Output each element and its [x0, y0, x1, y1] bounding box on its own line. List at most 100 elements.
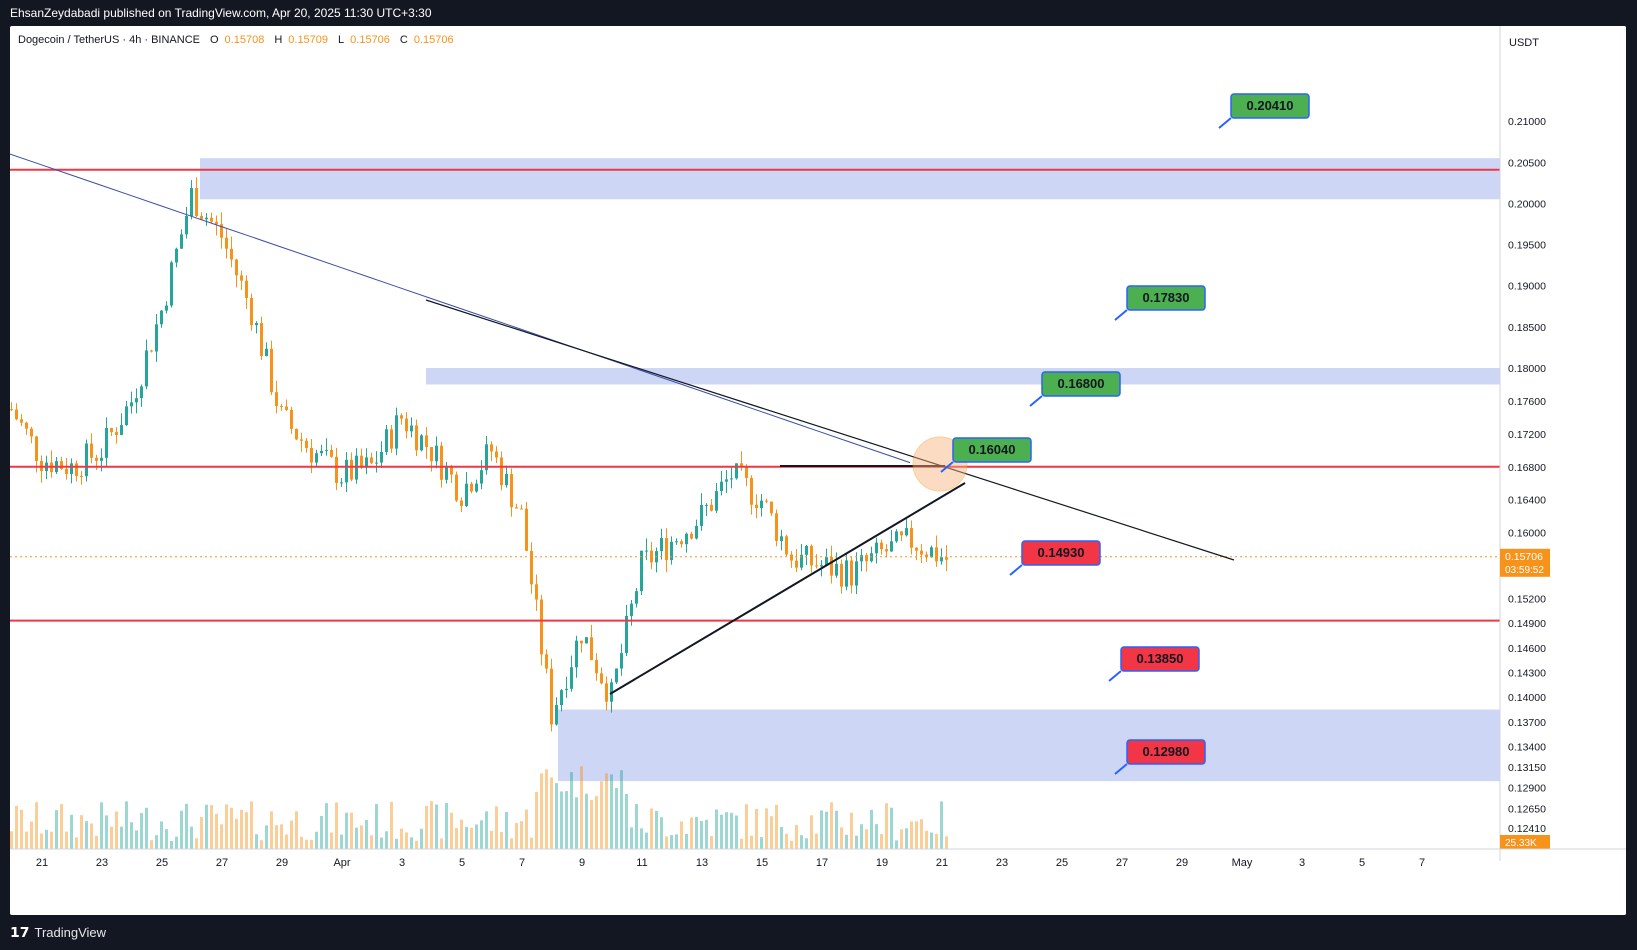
candle-body — [600, 673, 603, 684]
tradingview-logo[interactable]: 𝟭𝟳 TradingView — [10, 924, 106, 941]
x-tick-label: 29 — [276, 857, 288, 869]
candle-body — [435, 445, 438, 462]
candle-body — [495, 451, 498, 458]
volume-bar — [280, 824, 283, 849]
candle-body — [770, 501, 773, 514]
candle-body — [565, 688, 568, 691]
candle-body — [385, 429, 388, 452]
candle-body — [585, 637, 588, 644]
candle-body — [115, 432, 118, 435]
x-tick-label: 13 — [696, 857, 708, 869]
moving-average-line — [10, 153, 911, 464]
chart-panel[interactable]: USDT 0.21000 0.20500 0.20000 0.19500 0.19000 0… — [10, 26, 1626, 915]
y-tick-label: 0.15200 — [1508, 593, 1546, 605]
volume-bar — [825, 811, 828, 849]
candle-body — [270, 348, 273, 393]
volume-bar — [465, 826, 468, 849]
volume-bar — [595, 796, 598, 849]
candle-body — [475, 483, 478, 492]
tradingview-logo-icon: 𝟭𝟳 — [10, 924, 30, 940]
price-label[interactable]: 0.17830 — [1114, 285, 1206, 321]
volume-bar — [405, 832, 408, 849]
volume-bar — [260, 840, 263, 849]
symbol-legend: Dogecoin / TetherUS · 4h · BINANCE O 0.15… — [18, 34, 454, 46]
y-tick-label: 0.14300 — [1508, 667, 1546, 679]
label-pointer — [1108, 670, 1122, 682]
volume-bar — [75, 837, 78, 849]
candle-body — [635, 591, 638, 604]
x-tick-label: 27 — [216, 857, 228, 869]
candle-body — [830, 557, 833, 576]
candle-body — [685, 533, 688, 545]
volume-bar — [890, 807, 893, 849]
volume-bar — [540, 773, 543, 849]
y-tick-label: 0.17600 — [1508, 396, 1546, 408]
price-label[interactable]: 0.16040 — [940, 437, 1032, 473]
volume-bar — [125, 801, 128, 849]
volume-bar — [170, 840, 173, 849]
volume-bar — [645, 832, 648, 849]
candle-body — [835, 563, 838, 576]
volume-bar — [470, 827, 473, 849]
candle-body — [275, 392, 278, 406]
volume-bar — [810, 815, 813, 849]
candle-body — [410, 425, 413, 432]
volume-bar — [355, 827, 358, 849]
candle-body — [900, 531, 903, 536]
label-text: 0.14930 — [1038, 545, 1085, 560]
candle-body — [100, 457, 103, 461]
y-tick-label: 0.16800 — [1508, 462, 1546, 474]
volume-bar — [560, 791, 563, 849]
close-value: 0.15706 — [413, 34, 454, 46]
volume-bar — [330, 832, 333, 849]
candle-body — [310, 447, 313, 463]
volume-bar — [815, 833, 818, 849]
candle-body — [20, 419, 23, 423]
price-label[interactable]: 0.12980 — [1114, 739, 1206, 775]
label-box — [1120, 646, 1200, 672]
footer-bar: 𝟭𝟳 TradingView — [0, 915, 1637, 950]
volume-bar — [325, 803, 328, 849]
candle-body — [80, 475, 83, 477]
x-tick-label: 21 — [36, 857, 48, 869]
candle-body — [205, 217, 208, 220]
candle-body — [265, 348, 268, 356]
volume-bar — [425, 806, 428, 849]
price-chart[interactable]: USDT 0.21000 0.20500 0.20000 0.19500 0.19000 0… — [10, 26, 1626, 915]
price-label[interactable]: 0.13850 — [1108, 646, 1200, 682]
volume-bar — [30, 821, 33, 849]
label-text: 0.17830 — [1143, 290, 1190, 305]
candle-body — [215, 221, 218, 225]
candle-body — [95, 457, 98, 461]
volume-bar — [600, 781, 603, 849]
volume-bar — [500, 832, 503, 849]
volume-bar — [445, 803, 448, 849]
candle-body — [240, 275, 243, 281]
label-box — [952, 437, 1032, 463]
price-label[interactable]: 0.16800 — [1029, 371, 1121, 407]
candle-body — [580, 640, 583, 644]
currency-label: USDT — [1509, 37, 1539, 49]
volume-bar — [775, 804, 778, 849]
price-label[interactable]: 0.20410 — [1218, 93, 1310, 129]
candle-body — [125, 406, 128, 426]
candle-body — [925, 554, 928, 558]
candle-body — [65, 468, 68, 474]
volume-bar — [400, 828, 403, 849]
volume-bar — [740, 838, 743, 849]
volume-bar — [640, 828, 643, 849]
volume-bar — [295, 811, 298, 849]
candle-body — [560, 690, 563, 706]
volume-bar — [310, 839, 313, 849]
countdown-text: 03:59:52 — [1505, 565, 1544, 576]
volume-bar — [830, 802, 833, 849]
candle-body — [320, 450, 323, 454]
volume-bar — [175, 836, 178, 849]
candle-body — [105, 428, 108, 458]
price-label[interactable]: 0.14930 — [1009, 540, 1101, 576]
volume-bar — [290, 820, 293, 849]
candle-body — [290, 409, 293, 429]
candle-body — [165, 305, 168, 311]
candle-body — [335, 456, 338, 483]
volume-bar — [135, 830, 138, 849]
